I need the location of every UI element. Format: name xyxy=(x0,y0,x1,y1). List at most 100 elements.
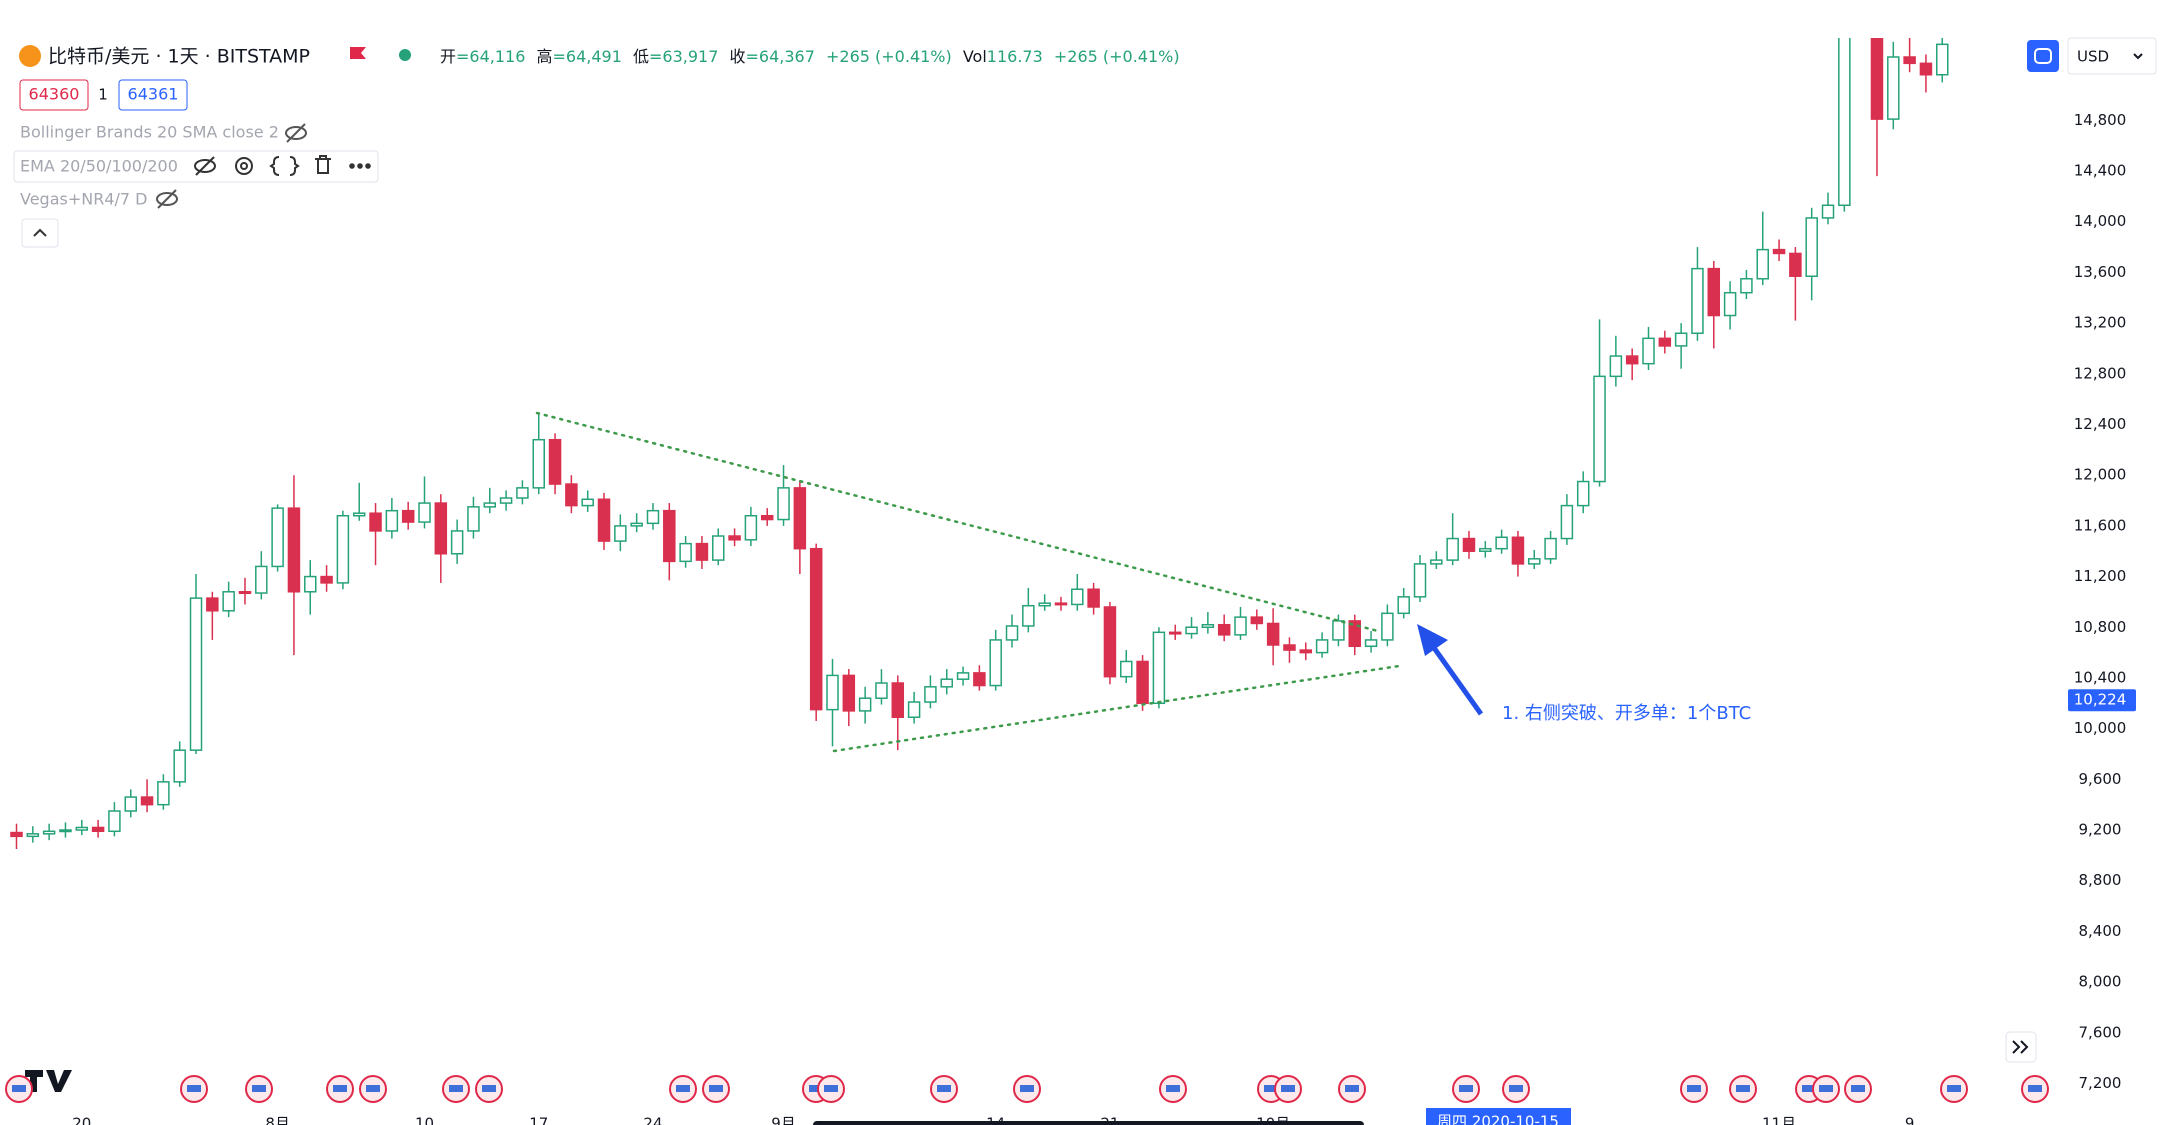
event-flag xyxy=(709,1085,723,1092)
candle-body xyxy=(1772,248,1786,255)
event-flag xyxy=(12,1085,26,1092)
x-tick-label: 10月 xyxy=(1256,1115,1290,1125)
y-tick-label: 7,600 xyxy=(2079,1023,2122,1041)
y-tick-label: 10,000 xyxy=(2074,719,2127,737)
candle-body xyxy=(1005,625,1019,641)
candle-body xyxy=(1430,559,1443,565)
candle-body xyxy=(1283,644,1296,651)
event-flag xyxy=(1947,1085,1961,1092)
event-flag xyxy=(1020,1085,1034,1092)
y-tick-label: 13,200 xyxy=(2074,314,2127,332)
event-flag xyxy=(937,1085,951,1092)
x-tick-label: 14 xyxy=(986,1115,1005,1125)
indicator-label[interactable]: Bollinger Brands 20 SMA close 2 xyxy=(20,123,279,142)
x-tick-label: 10 xyxy=(415,1115,434,1125)
status-dot xyxy=(399,49,411,61)
candle-body xyxy=(565,483,578,507)
collapse-button[interactable] xyxy=(21,218,59,248)
eye-icon[interactable] xyxy=(156,189,178,209)
candle-body xyxy=(793,487,807,550)
x-tick-label: 20 xyxy=(72,1115,91,1125)
candle-body xyxy=(695,542,709,561)
candle-body xyxy=(989,639,1002,687)
y-tick-label: 14,400 xyxy=(2074,162,2127,180)
event-flag xyxy=(482,1085,496,1092)
eye-icon[interactable] xyxy=(285,123,307,143)
candle-body xyxy=(1479,547,1492,552)
ohlc-value: =63,917 xyxy=(649,47,718,66)
y-tick-label: 11,600 xyxy=(2074,516,2127,534)
candle-body xyxy=(777,487,790,521)
candle-body xyxy=(712,535,725,561)
candle-body xyxy=(1576,480,1590,507)
spread: 1 xyxy=(98,86,108,104)
date-tag: 周四 2020-10-15 xyxy=(1437,1113,1559,1125)
sell-button[interactable] xyxy=(19,79,89,111)
symbol-title[interactable]: 比特币/美元 · 1天 · BITSTAMP xyxy=(48,46,310,68)
candle-body xyxy=(646,509,660,525)
buy-price: 64361 xyxy=(128,85,179,104)
candle-body xyxy=(418,502,431,523)
candle-body xyxy=(1038,602,1051,607)
candle-body xyxy=(1087,588,1100,608)
event-flag xyxy=(1819,1085,1833,1092)
candle-body xyxy=(760,514,774,521)
candle-body xyxy=(1887,56,1900,120)
candle-body xyxy=(59,829,72,833)
candle-body xyxy=(271,507,284,568)
trend-line-upper xyxy=(535,411,1380,633)
sync-button[interactable] xyxy=(2027,40,2059,72)
candle-body xyxy=(1348,620,1361,648)
buy-button[interactable] xyxy=(118,79,188,111)
candle-body xyxy=(1364,639,1378,648)
indicator-label[interactable]: Vegas+NR4/7 D xyxy=(20,190,148,209)
candle-body xyxy=(1446,537,1459,561)
candle-body xyxy=(1707,267,1721,317)
candle-body xyxy=(1266,622,1280,646)
candle-body xyxy=(1234,616,1247,636)
candle-body xyxy=(222,591,235,612)
candle-body xyxy=(1855,6,1866,19)
indicator-tools[interactable] xyxy=(194,155,371,176)
candle-body xyxy=(891,682,905,718)
currency: USD xyxy=(2077,48,2109,66)
candle-body xyxy=(907,701,921,718)
candle-body xyxy=(973,672,986,687)
candle-body xyxy=(1250,616,1264,625)
arrow-head xyxy=(1417,624,1448,656)
candle-body xyxy=(91,826,105,833)
candle-body xyxy=(1740,278,1753,294)
volume: 116.73 xyxy=(987,47,1043,66)
candle-body xyxy=(483,502,497,508)
x-tick-label: 11月 xyxy=(1762,1115,1796,1125)
indicator-label[interactable]: EMA 20/50/100/200 xyxy=(20,157,178,176)
currency-dropdown[interactable] xyxy=(2067,37,2157,75)
candle-body xyxy=(516,487,529,499)
event-flag xyxy=(1736,1085,1750,1092)
candle-body xyxy=(728,535,741,541)
volume-label: Vol xyxy=(963,47,987,66)
candle-body xyxy=(1609,355,1623,378)
candle-body xyxy=(1332,620,1345,641)
coin-icon xyxy=(19,45,41,67)
event-flag xyxy=(2028,1085,2042,1092)
event-flag xyxy=(1281,1085,1295,1092)
candle-body xyxy=(1838,38,1851,207)
scrollbar[interactable] xyxy=(813,1121,1364,1125)
scroll-right-button[interactable] xyxy=(2005,1031,2037,1063)
candle-body xyxy=(548,438,562,485)
candle-body xyxy=(940,678,953,688)
candle-body xyxy=(1642,337,1655,365)
candle-body xyxy=(1103,606,1117,678)
y-tick-label: 8,800 xyxy=(2079,871,2122,889)
flag-icon[interactable] xyxy=(350,47,366,59)
candle-body xyxy=(581,498,594,507)
ohlc-label: 收 xyxy=(730,47,746,66)
date-tag-bg xyxy=(1426,1108,1571,1125)
candle-body xyxy=(467,506,480,532)
x-tick-label: 21 xyxy=(1100,1115,1119,1125)
candle-body xyxy=(206,597,219,612)
candle-body xyxy=(1495,536,1508,550)
y-tick-label: 12,800 xyxy=(2074,364,2127,382)
